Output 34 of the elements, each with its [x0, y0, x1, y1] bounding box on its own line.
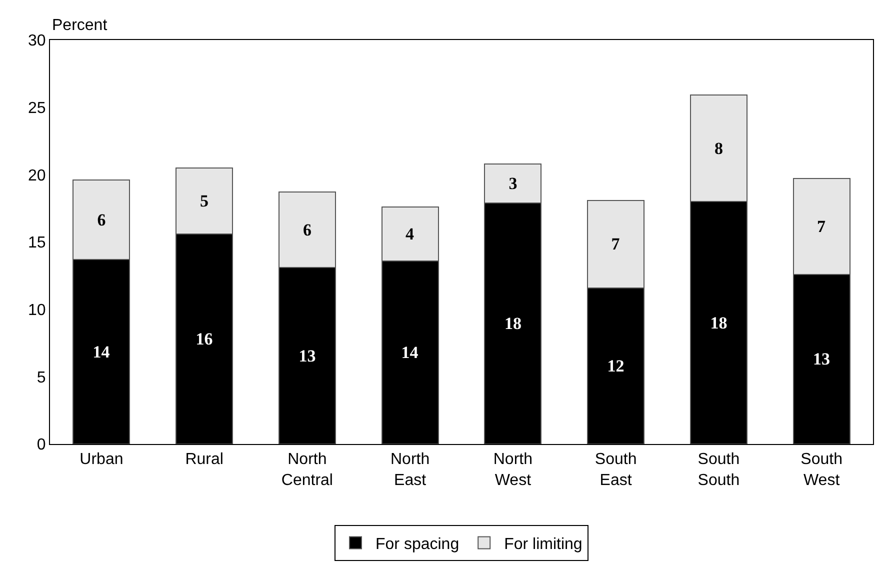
data-label: 6 [97, 210, 106, 230]
data-label: 14 [92, 342, 110, 362]
data-label: 13 [298, 346, 316, 366]
data-label: 12 [607, 356, 624, 376]
data-label: 18 [504, 314, 522, 333]
data-label: 14 [401, 342, 419, 362]
x-tick-label: South West [800, 451, 842, 489]
x-tick-label: South South [698, 451, 740, 489]
y-tick-label: 5 [36, 369, 46, 386]
data-label: 7 [611, 234, 620, 254]
x-tick-label: North Central [281, 451, 333, 489]
y-axis-title: Percent [52, 17, 108, 34]
x-tick-label: Rural [185, 451, 224, 468]
x-tick-label: South East [594, 451, 637, 489]
data-label: 5 [200, 191, 209, 210]
data-label: 16 [196, 329, 213, 348]
data-label: 8 [714, 138, 723, 158]
y-tick-label: 0 [36, 436, 46, 454]
data-label: 7 [817, 217, 826, 236]
data-label: 4 [406, 224, 415, 244]
x-tick-label: Urban [80, 451, 124, 468]
legend-label: For spacing [376, 536, 460, 553]
data-label: 6 [302, 220, 312, 240]
x-tick-label: North West [493, 451, 533, 489]
y-tick-label: 15 [28, 234, 46, 252]
legend-label: For limiting [504, 536, 582, 553]
data-label: 3 [508, 174, 518, 193]
data-label: 13 [813, 350, 830, 369]
data-label: 18 [710, 313, 728, 332]
y-tick-label: 25 [28, 100, 46, 117]
y-tick-label: 10 [28, 302, 46, 319]
x-tick-label: North East [390, 451, 430, 489]
y-tick-label: 20 [28, 167, 46, 184]
y-tick-label: 30 [28, 32, 46, 50]
